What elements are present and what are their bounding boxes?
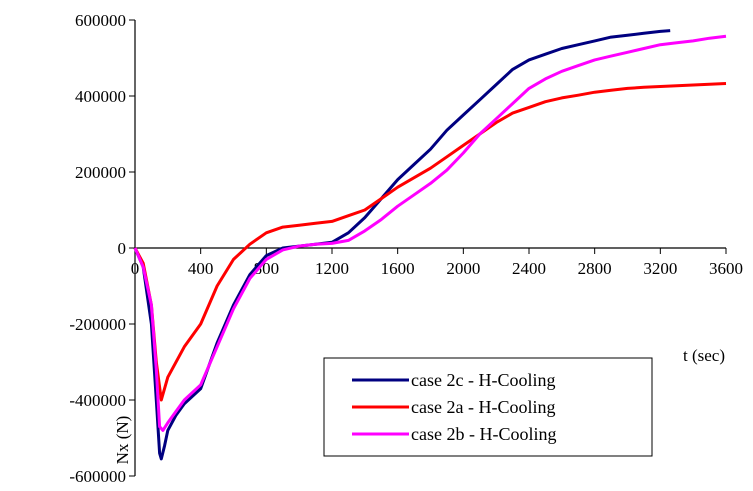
legend: case 2c - H-Cooling case 2a - H-Cooling ca… xyxy=(323,357,653,457)
x-tick-label: 3200 xyxy=(643,259,677,278)
series-line-2 xyxy=(133,82,727,402)
y-tick-label: -600000 xyxy=(69,467,126,486)
y-tick-label: 0 xyxy=(118,239,127,258)
x-axis-label: t (sec) xyxy=(683,346,725,365)
x-tick-label: 400 xyxy=(188,259,214,278)
x-tick-label: 2000 xyxy=(446,259,480,278)
x-tick-label: 1200 xyxy=(315,259,349,278)
x-tick-label: 0 xyxy=(131,259,140,278)
x-ticks: 0 400 800 1200 1600 2000 2400 2800 3200 3600 xyxy=(131,248,743,278)
y-axis-label: Nx (N) xyxy=(113,416,132,465)
x-tick-label: 3600 xyxy=(709,259,743,278)
y-tick-label: -400000 xyxy=(69,391,126,410)
series-line-1 xyxy=(133,29,671,461)
legend-label: case 2c - H-Cooling xyxy=(411,370,555,390)
x-tick-label: 2800 xyxy=(578,259,612,278)
y-ticks: 600000 400000 200000 0 -200000 -400000 -600000 xyxy=(69,11,135,486)
x-tick-label: 1600 xyxy=(381,259,415,278)
y-tick-label: -200000 xyxy=(69,315,126,334)
x-tick-label: 2400 xyxy=(512,259,546,278)
y-tick-label: 200000 xyxy=(75,163,126,182)
legend-label: case 2a - H-Cooling xyxy=(411,397,555,417)
y-tick-label: 400000 xyxy=(75,87,126,106)
series-line-3 xyxy=(133,34,727,432)
series-lines xyxy=(133,29,727,461)
legend-label: case 2b - H-Cooling xyxy=(411,424,556,444)
legend-items: case 2c - H-Cooling case 2a - H-Cooling ca… xyxy=(352,370,556,444)
y-tick-label: 600000 xyxy=(75,11,126,30)
